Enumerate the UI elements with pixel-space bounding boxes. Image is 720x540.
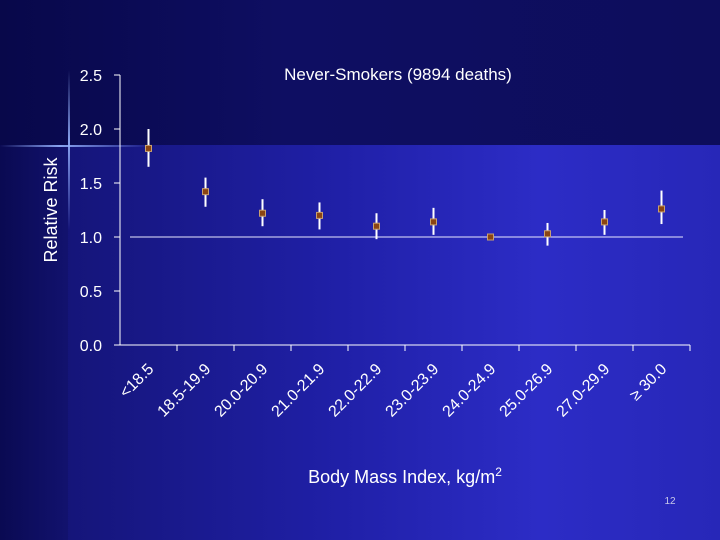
x-tick-label: 24.0-24.9	[440, 361, 500, 421]
data-point	[430, 218, 437, 226]
data-point	[601, 218, 608, 226]
y-axis-title: Relative Risk	[41, 156, 61, 262]
light-flare-horizontal	[0, 145, 150, 147]
background-left-band	[0, 145, 68, 540]
data-point	[259, 209, 266, 217]
x-axis-title: Body Mass Index, kg/m2	[308, 465, 502, 487]
x-tick-label: 25.0-26.9	[497, 361, 557, 421]
x-tick-label: 22.0-22.9	[326, 361, 386, 421]
data-point	[316, 211, 323, 219]
x-tick-label: 21.0-21.9	[269, 361, 329, 421]
data-point	[544, 230, 551, 238]
x-tick-label: 20.0-20.9	[212, 361, 272, 421]
data-point	[658, 205, 665, 213]
chart-title: Never-Smokers (9894 deaths)	[284, 65, 512, 84]
x-tick-label: 23.0-23.9	[383, 361, 443, 421]
x-tick-label: 18.5-19.9	[155, 361, 215, 421]
y-tick-label: 0.5	[80, 284, 102, 301]
data-point	[145, 144, 152, 152]
x-tick-label: <18.5	[117, 361, 158, 402]
light-flare-vertical	[68, 70, 70, 230]
y-tick-label: 1.5	[80, 176, 102, 193]
slide-number: 12	[664, 496, 676, 507]
x-tick-label: 27.0-29.9	[554, 361, 614, 421]
y-tick-label: 2.5	[80, 68, 102, 85]
x-tick-label: ≥ 30.0	[627, 361, 670, 404]
data-point	[373, 222, 380, 230]
y-tick-label: 0.0	[80, 338, 102, 355]
data-point	[487, 233, 494, 241]
y-tick-label: 2.0	[80, 122, 102, 139]
data-point	[202, 188, 209, 196]
y-tick-label: 1.0	[80, 230, 102, 247]
